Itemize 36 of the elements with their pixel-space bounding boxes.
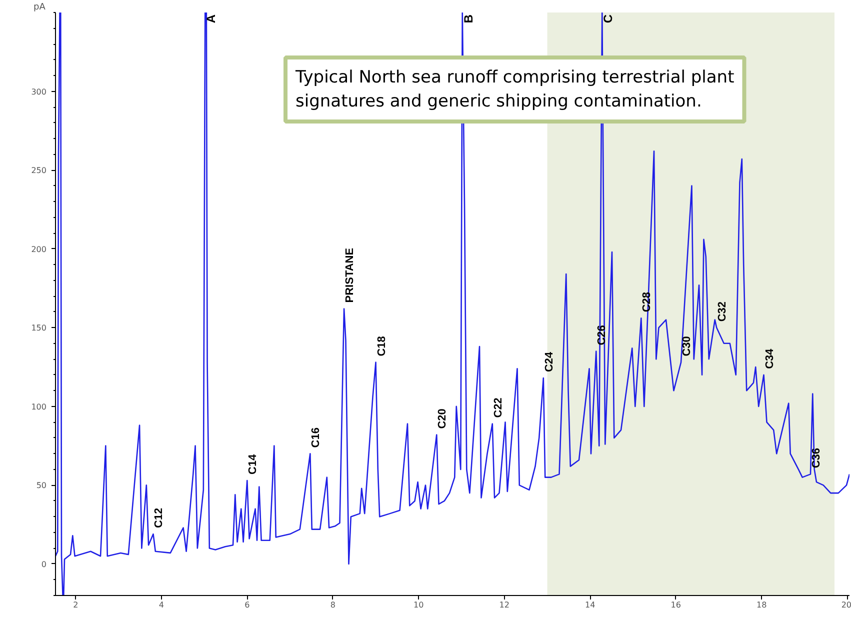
x-tick-label: 14 (585, 600, 596, 610)
y-tick-label: 300 (31, 87, 47, 96)
y-tick-label: 150 (31, 324, 47, 333)
x-tick-label: 6 (244, 600, 250, 610)
annotation: C18 (376, 336, 388, 356)
x-tick-label: 8 (330, 600, 336, 610)
annotation: C24 (543, 350, 556, 372)
annotation: PRISTANE (344, 248, 356, 303)
y-tick-label: 250 (31, 166, 47, 176)
annotation: C28 (641, 292, 654, 312)
y-tick-label: 0 (41, 560, 47, 569)
y-tick-label: 100 (31, 402, 47, 412)
annotation: C26 (596, 325, 608, 346)
y-axis-title: pA (34, 2, 46, 12)
x-tick-label: 2 (73, 600, 78, 610)
annotation: C12 (153, 508, 166, 528)
annotation: C32 (716, 301, 729, 322)
x-tick-label: 4 (158, 600, 164, 610)
annotation: C20 (436, 408, 449, 429)
annotation: B (461, 14, 476, 24)
y-tick-label: 50 (36, 481, 47, 490)
y-tick-label: 200 (31, 244, 47, 254)
annotation: C16 (310, 428, 322, 448)
annotation: C36 (810, 448, 822, 468)
annotation: A (204, 14, 218, 24)
x-tick-label: 18 (756, 600, 767, 610)
x-tick-label: 16 (670, 600, 681, 610)
annotation: C14 (247, 453, 260, 474)
x-tick-label: 12 (499, 600, 510, 610)
annotation: C22 (492, 398, 504, 418)
x-tick-label: 10 (414, 600, 424, 610)
annotation: C (601, 14, 616, 24)
x-tick-label: 20 (841, 600, 851, 610)
annotation: C34 (764, 348, 776, 369)
annotation: C30 (681, 336, 694, 356)
annotation: Typical North sea runoff comprising terrestrial plant signatures and generic shipping contamination. (294, 68, 735, 112)
